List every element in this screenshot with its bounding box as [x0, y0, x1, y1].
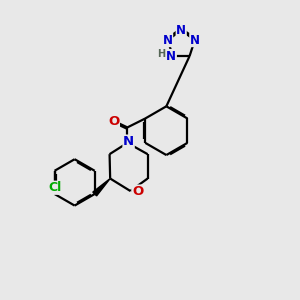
Text: H: H: [158, 49, 166, 59]
Text: N: N: [163, 34, 172, 46]
Text: O: O: [108, 115, 119, 128]
Text: N: N: [166, 50, 176, 62]
Text: N: N: [123, 135, 134, 148]
Text: Cl: Cl: [48, 181, 61, 194]
Text: N: N: [176, 24, 186, 37]
Text: O: O: [132, 185, 143, 198]
Text: N: N: [190, 34, 200, 46]
Polygon shape: [93, 178, 110, 196]
